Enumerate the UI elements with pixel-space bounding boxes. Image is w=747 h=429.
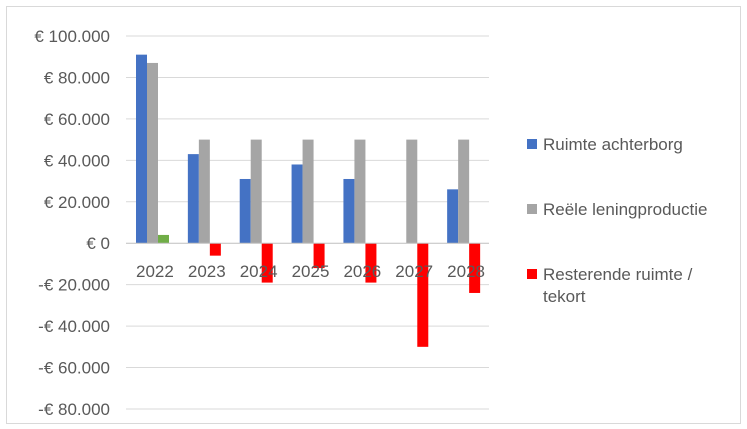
x-tick-label: 2026 [343,262,381,281]
chart-legend: Ruimte achterborg Reële leningproductie … [527,0,742,429]
y-tick-label: € 0 [86,234,110,253]
legend-label: Reële leningproductie [543,200,708,219]
x-tick-label: 2025 [292,262,330,281]
bar-resterende-ruimte-tekort-2028 [469,243,481,293]
y-tick-label: € 20.000 [44,193,110,212]
x-tick-label: 2023 [188,262,226,281]
bar-ruimte-achterborg-2022 [136,54,147,244]
legend-label: Ruimte achterborg [543,135,683,154]
bar-re-le-leningproductie-2025 [302,139,314,244]
x-tick-label: 2027 [395,262,433,281]
bar-resterende-ruimte-tekort-2026 [365,243,377,283]
legend-item-reele-leningproductie: Reële leningproductie [527,199,738,221]
bar-resterende-ruimte-tekort-2023 [209,243,221,256]
bar-ruimte-achterborg-2025 [291,164,303,244]
y-tick-label: -€ 80.000 [38,400,110,419]
bar-chart: € 100.000 € 80.000 € 60.000 € 40.000 € 20.00… [34,27,489,419]
bar-ruimte-achterborg-2023 [187,154,199,244]
bar-ruimte-achterborg-2028 [447,189,459,244]
legend-item-resterende-ruimte: Resterende ruimte / tekort [527,264,738,308]
legend-swatch-blue [527,139,537,149]
y-tick-label: € 60.000 [44,110,110,129]
bar-resterende-ruimte-tekort-2025 [313,243,325,269]
bar-re-le-leningproductie-2024 [250,139,262,244]
bar-re-le-leningproductie-2026 [354,139,366,244]
bar-ruimte-achterborg-2024 [239,178,251,244]
x-tick-label: 2022 [136,262,174,281]
x-tick-label: 2028 [447,262,485,281]
x-tick-label: 2024 [240,262,278,281]
y-tick-label: € 100.000 [34,27,110,46]
bar-re-le-leningproductie-2023 [198,139,210,244]
y-tick-label: -€ 40.000 [38,317,110,336]
bar-resterende-ruimte-tekort-2022 [158,234,169,244]
bar-resterende-ruimte-tekort-2024 [261,243,273,283]
y-tick-label: € 40.000 [44,151,110,170]
legend-item-ruimte-achterborg: Ruimte achterborg [527,134,738,156]
y-tick-label: -€ 20.000 [38,276,110,295]
legend-swatch-gray [527,204,537,214]
legend-swatch-red [527,269,537,279]
legend-label: Resterende ruimte / tekort [543,265,693,306]
bar-ruimte-achterborg-2026 [343,178,355,244]
bar-re-le-leningproductie-2022 [147,62,158,244]
bar-re-le-leningproductie-2027 [406,139,418,244]
y-tick-label: -€ 60.000 [38,359,110,378]
bar-re-le-leningproductie-2028 [458,139,470,244]
bar-resterende-ruimte-tekort-2027 [417,243,429,347]
y-tick-label: € 80.000 [44,68,110,87]
chart-frame [6,6,741,424]
